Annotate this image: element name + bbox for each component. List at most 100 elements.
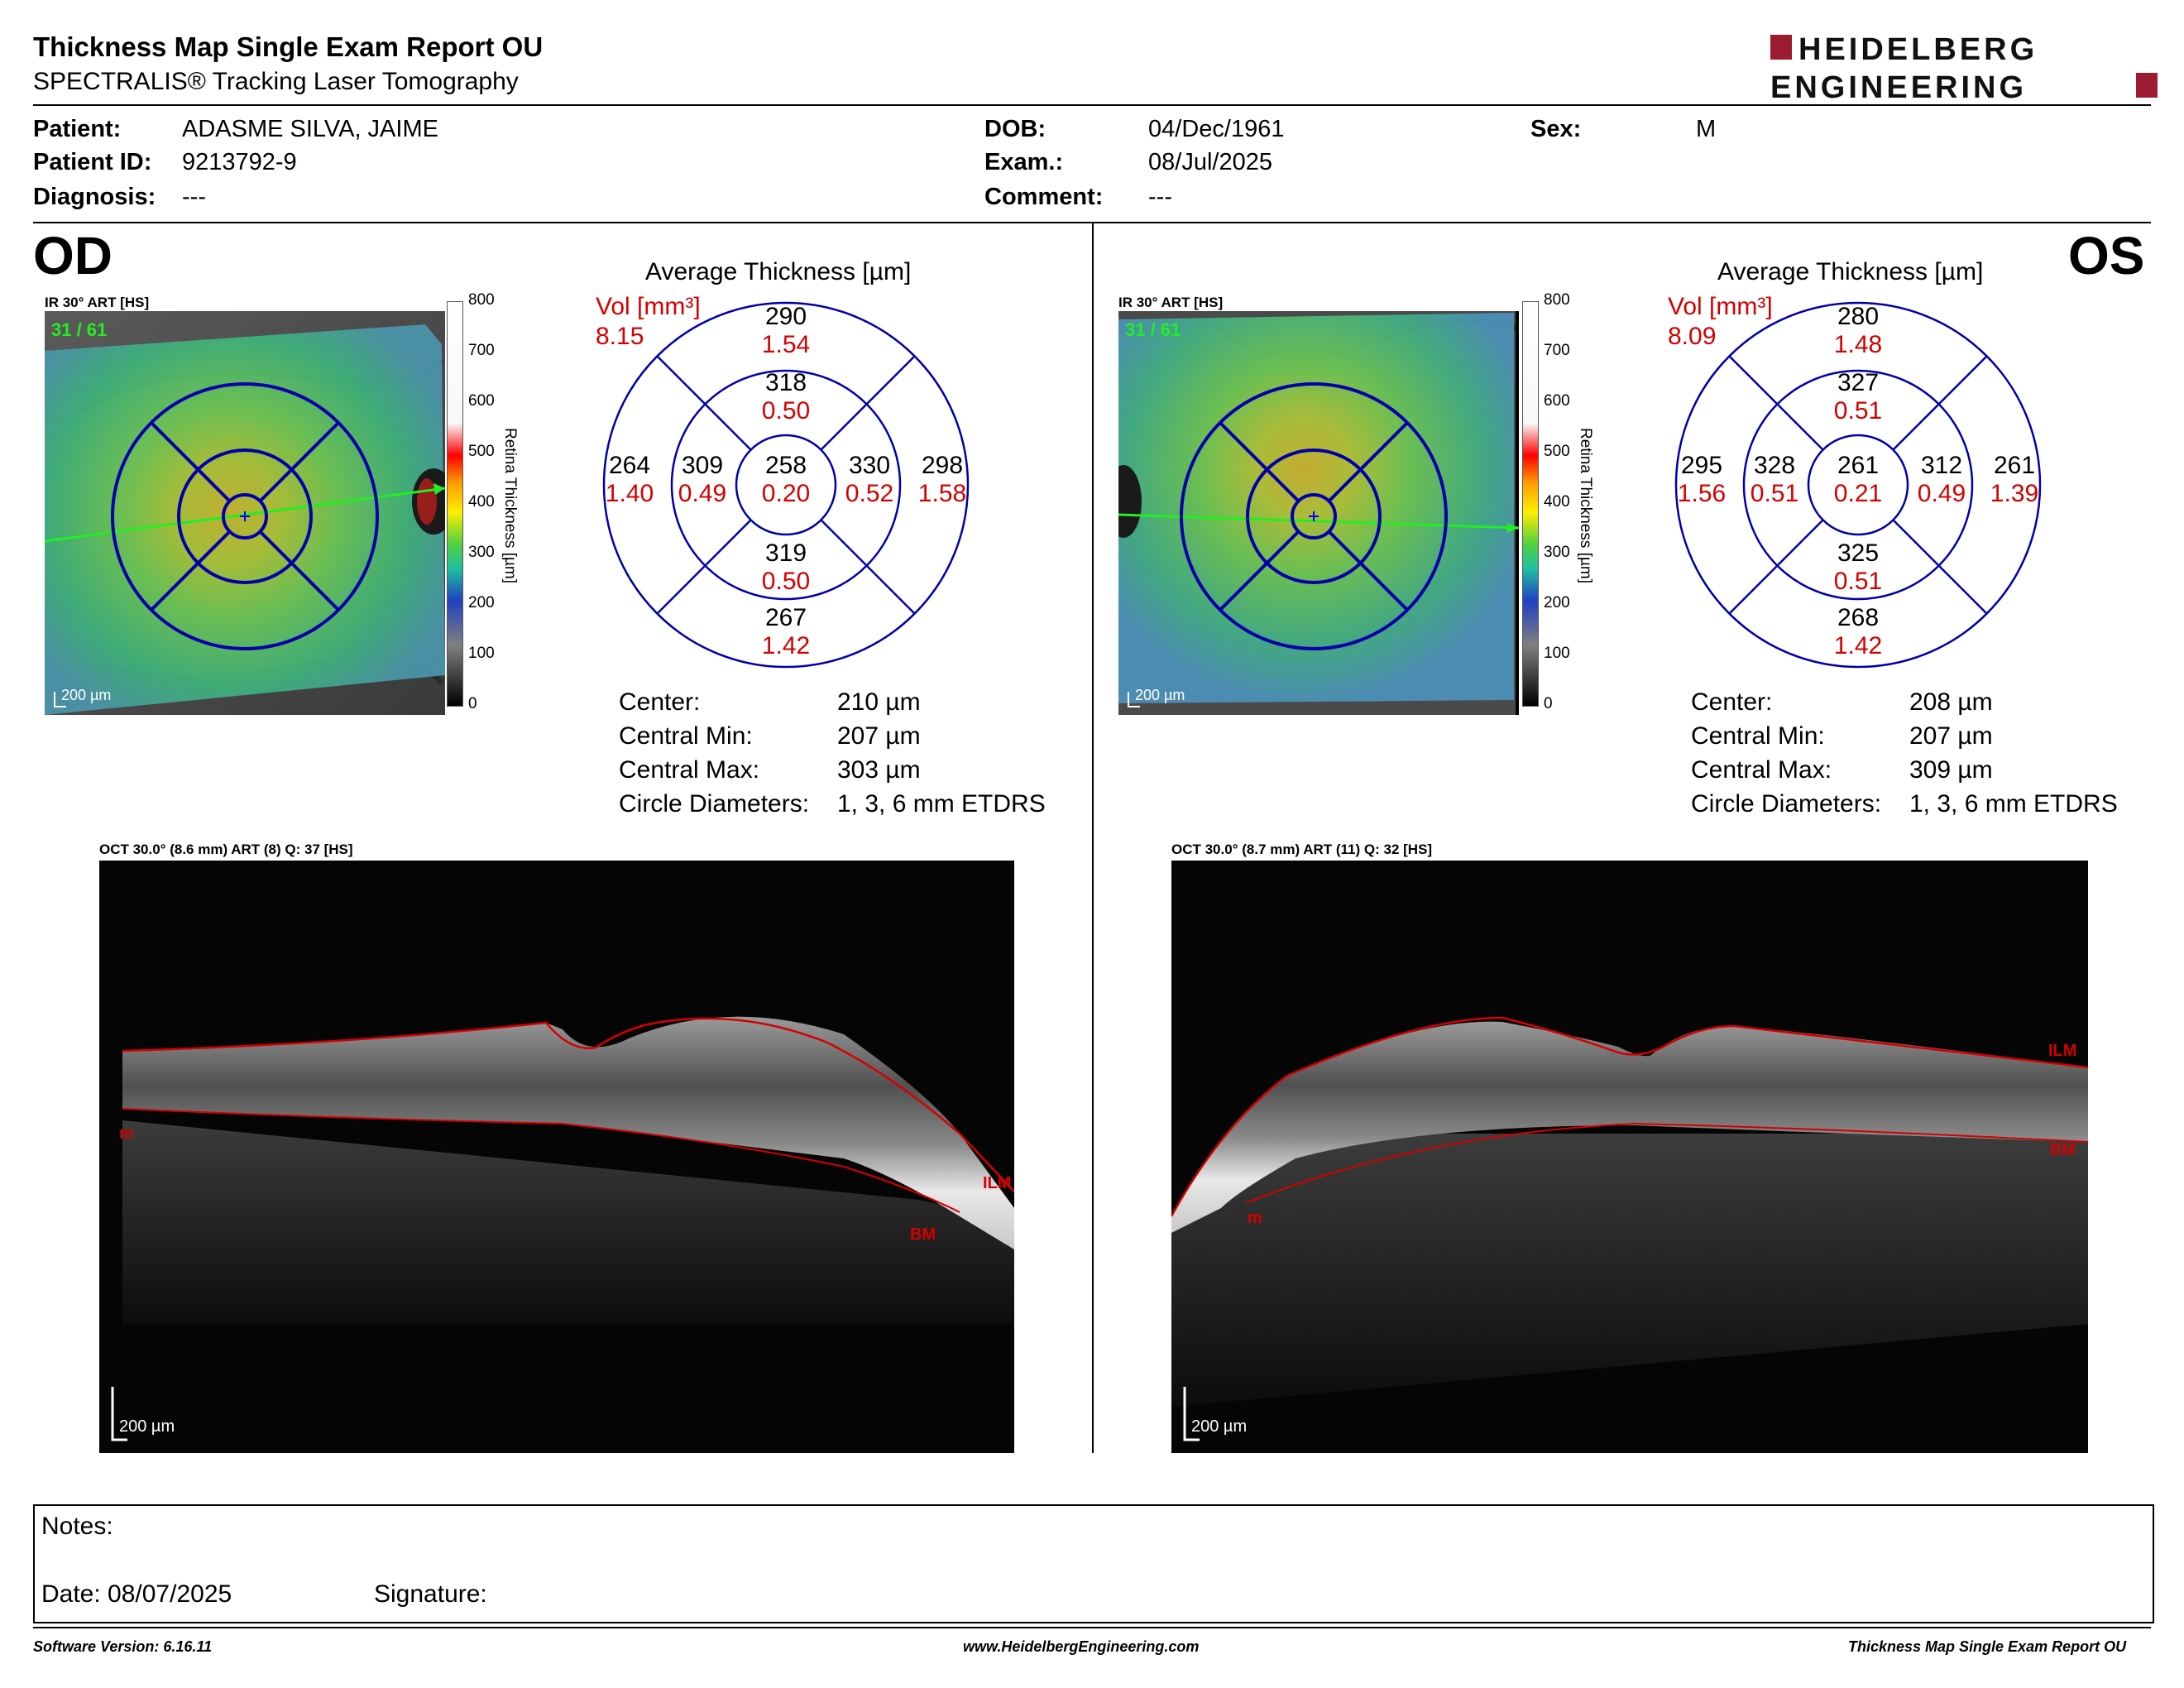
od-frame-count: 31 / 61 bbox=[51, 319, 107, 340]
od-inner-inf-volume: 0.50 bbox=[761, 568, 811, 595]
os-frame-count: 31 / 61 bbox=[1125, 319, 1181, 340]
od-eye-label: OD bbox=[33, 226, 113, 285]
od-central-min-value: 207 µm bbox=[837, 722, 921, 750]
od-inner-sup-thickness: 318 bbox=[764, 369, 807, 396]
os-outer-inf-thickness: 268 bbox=[1837, 604, 1880, 631]
report-title: Thickness Map Single Exam Report OU bbox=[33, 31, 544, 62]
os-center-value: 208 µm bbox=[1909, 688, 1993, 716]
od-outer-temp-volume: 1.40 bbox=[605, 480, 654, 507]
od-circle-diam-value: 1, 3, 6 mm ETDRS bbox=[837, 790, 1046, 818]
od-inner-temp-thickness: 309 bbox=[681, 452, 724, 479]
dob: 04/Dec/1961 bbox=[1148, 116, 1285, 142]
os-color-scale bbox=[1522, 301, 1539, 707]
os-bm-label: BM bbox=[2050, 1141, 2076, 1159]
od-outer-inf-volume: 1.42 bbox=[761, 632, 811, 659]
od-outer-temp-thickness: 264 bbox=[608, 452, 651, 479]
od-ilm-label: ILM bbox=[983, 1174, 1011, 1192]
od-oct-scan: ILM BM m 200 µm bbox=[99, 861, 1014, 1453]
os-stats: Center: 208 µm Central Min: 207 µm Central… bbox=[1691, 688, 2118, 824]
od-center-thickness: 258 bbox=[764, 452, 807, 479]
od-inner-sup-volume: 0.50 bbox=[761, 397, 811, 424]
od-central-max-label: Central Max: bbox=[619, 756, 760, 784]
os-inner-nas-thickness: 312 bbox=[1920, 452, 1963, 479]
os-circle-diam-label: Circle Diameters: bbox=[1691, 790, 1882, 818]
exam-label: Exam.: bbox=[984, 149, 1064, 175]
report-subtitle: SPECTRALIS® Tracking Laser Tomography bbox=[33, 68, 519, 95]
od-bm-label: BM bbox=[910, 1225, 936, 1244]
os-eye-label: OS bbox=[2068, 226, 2145, 285]
tick-200: 200 bbox=[1544, 594, 1570, 611]
comment: --- bbox=[1148, 184, 1172, 210]
os-inner-temp-thickness: 328 bbox=[1753, 452, 1796, 479]
signature-label: Signature: bbox=[374, 1580, 487, 1608]
os-outer-temp-volume: 1.56 bbox=[1677, 480, 1727, 507]
od-ir-label: IR 30° ART [HS] bbox=[45, 295, 150, 310]
comment-label: Comment: bbox=[984, 184, 1104, 210]
os-ir-scale: 200 µm bbox=[1135, 687, 1185, 703]
os-central-max-label: Central Max: bbox=[1691, 756, 1832, 784]
tick-300: 300 bbox=[1544, 544, 1570, 561]
dob-label: DOB: bbox=[984, 116, 1046, 142]
patient-divider bbox=[33, 222, 2151, 223]
tick-100: 100 bbox=[1544, 645, 1570, 662]
os-outer-sup-thickness: 280 bbox=[1837, 303, 1880, 330]
tick-400: 400 bbox=[468, 493, 495, 511]
od-outer-sup-volume: 1.54 bbox=[761, 331, 811, 358]
os-center-thickness: 261 bbox=[1837, 452, 1880, 479]
diagnosis: --- bbox=[182, 184, 206, 210]
os-outer-nas-volume: 1.39 bbox=[1990, 480, 2039, 507]
notes-date: Date: 08/07/2025 bbox=[41, 1580, 232, 1608]
od-oct-scale: 200 µm bbox=[119, 1417, 175, 1436]
patient-label: Patient: bbox=[33, 116, 122, 142]
os-inner-inf-volume: 0.51 bbox=[1833, 568, 1883, 595]
od-color-ticks: 800 700 600 500 400 300 200 100 0 bbox=[468, 291, 501, 715]
od-color-scale-label: Retina Thickness [µm] bbox=[501, 428, 519, 583]
os-vol-total: 8.09 bbox=[1668, 323, 1717, 350]
od-outer-inf-thickness: 267 bbox=[764, 604, 807, 631]
header-divider bbox=[33, 104, 2151, 106]
os-color-ticks: 800 700 600 500 400 300 200 100 0 bbox=[1544, 291, 1577, 715]
od-outer-sup-thickness: 290 bbox=[764, 303, 807, 330]
od-etdrs-grid bbox=[602, 301, 970, 669]
tick-300: 300 bbox=[468, 544, 495, 561]
od-vol-total: 8.15 bbox=[596, 323, 644, 350]
os-center-label: Center: bbox=[1691, 688, 1773, 716]
od-outer-nas-volume: 1.58 bbox=[917, 480, 967, 507]
od-outer-nas-thickness: 298 bbox=[921, 452, 964, 479]
logo-line1: HEIDELBERG bbox=[1798, 32, 2038, 67]
tick-700: 700 bbox=[468, 342, 495, 359]
os-inner-temp-volume: 0.51 bbox=[1750, 480, 1799, 507]
tick-700: 700 bbox=[1544, 342, 1570, 359]
patient-name: ADASME SILVA, JAIME bbox=[182, 116, 438, 142]
tick-0: 0 bbox=[468, 695, 477, 712]
od-m-label: m bbox=[119, 1125, 134, 1143]
os-oct-scale: 200 µm bbox=[1191, 1417, 1247, 1436]
os-color-scale-label: Retina Thickness [µm] bbox=[1577, 428, 1594, 583]
os-center-volume: 0.21 bbox=[1833, 480, 1883, 507]
tick-600: 600 bbox=[468, 392, 495, 410]
os-sector-values: 280 1.48 327 0.51 295 1.56 328 0.51 261 0.21 … bbox=[1668, 295, 2048, 675]
od-central-max-value: 303 µm bbox=[837, 756, 921, 784]
diagnosis-label: Diagnosis: bbox=[33, 184, 156, 210]
software-version: Software Version: 6.16.11 bbox=[33, 1638, 213, 1655]
os-inner-nas-volume: 0.49 bbox=[1917, 480, 1966, 507]
os-outer-nas-thickness: 261 bbox=[1993, 452, 2036, 479]
od-center-label: Center: bbox=[619, 688, 701, 716]
os-inner-sup-thickness: 327 bbox=[1837, 369, 1880, 396]
od-inner-nas-volume: 0.52 bbox=[845, 480, 894, 507]
os-chart-title: Average Thickness [µm] bbox=[1717, 258, 1984, 285]
notes-box[interactable] bbox=[33, 1504, 2154, 1623]
footer-website[interactable]: www.HeidelbergEngineering.com bbox=[963, 1638, 1200, 1655]
sex: M bbox=[1696, 116, 1717, 142]
tick-800: 800 bbox=[1544, 291, 1570, 309]
tick-600: 600 bbox=[1544, 392, 1570, 410]
od-central-min-label: Central Min: bbox=[619, 722, 753, 750]
center-divider bbox=[1092, 223, 1094, 1453]
patient-id: 9213792-9 bbox=[182, 149, 297, 175]
os-m-label: m bbox=[1248, 1209, 1262, 1227]
od-inner-nas-thickness: 330 bbox=[848, 452, 891, 479]
od-color-scale bbox=[447, 301, 463, 707]
sex-label: Sex: bbox=[1530, 116, 1582, 142]
tick-0: 0 bbox=[1544, 695, 1553, 712]
heidelberg-logo: HEIDELBERG ENGINEERING bbox=[1770, 32, 2158, 103]
